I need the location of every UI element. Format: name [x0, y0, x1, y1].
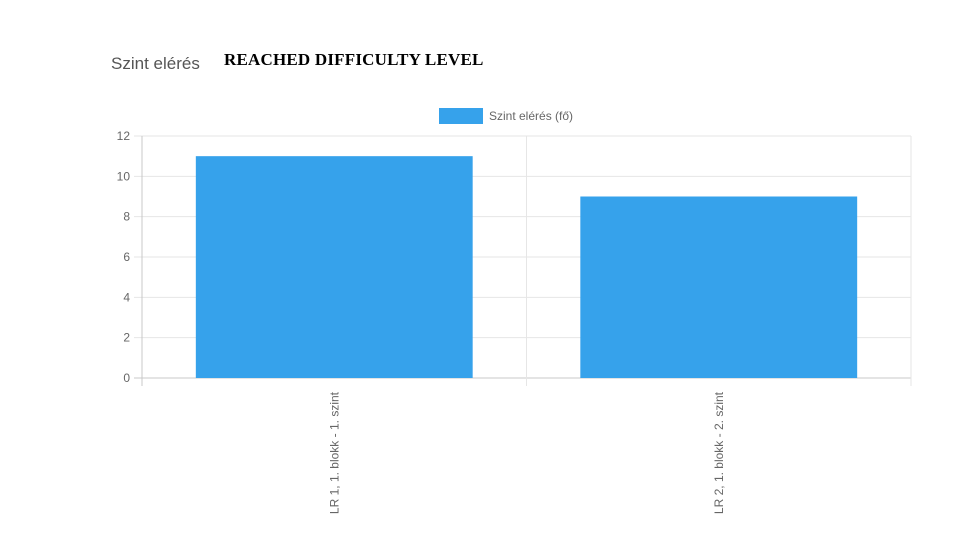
- page-title: REACHED DIFFICULTY LEVEL: [224, 50, 484, 69]
- y-tick-label: 6: [123, 250, 130, 264]
- y-axis-ticks: 0 2 4 6 8 10 12: [117, 129, 131, 385]
- legend-swatch[interactable]: [439, 108, 483, 124]
- y-tick-label: 8: [123, 210, 130, 224]
- y-tick-label: 2: [123, 331, 130, 345]
- y-tick-label: 12: [117, 129, 131, 143]
- y-tick-label: 0: [123, 371, 130, 385]
- bar[interactable]: [580, 196, 858, 379]
- legend-label[interactable]: Szint elérés (fő): [489, 109, 573, 123]
- chart-legend[interactable]: Szint elérés (fő): [439, 108, 573, 124]
- page-subtitle: Szint elérés: [111, 54, 200, 73]
- chart-bars: [195, 156, 858, 379]
- x-axis-ticks: LR 1, 1. blokk - 1. szint LR 2, 1. blokk …: [327, 391, 726, 514]
- y-tick-label: 4: [123, 290, 130, 304]
- x-tick-label: LR 2, 1. blokk - 2. szint: [712, 391, 726, 514]
- x-tick-label: LR 1, 1. blokk - 1. szint: [327, 391, 341, 514]
- y-tick-label: 10: [117, 169, 131, 183]
- bar[interactable]: [195, 156, 473, 378]
